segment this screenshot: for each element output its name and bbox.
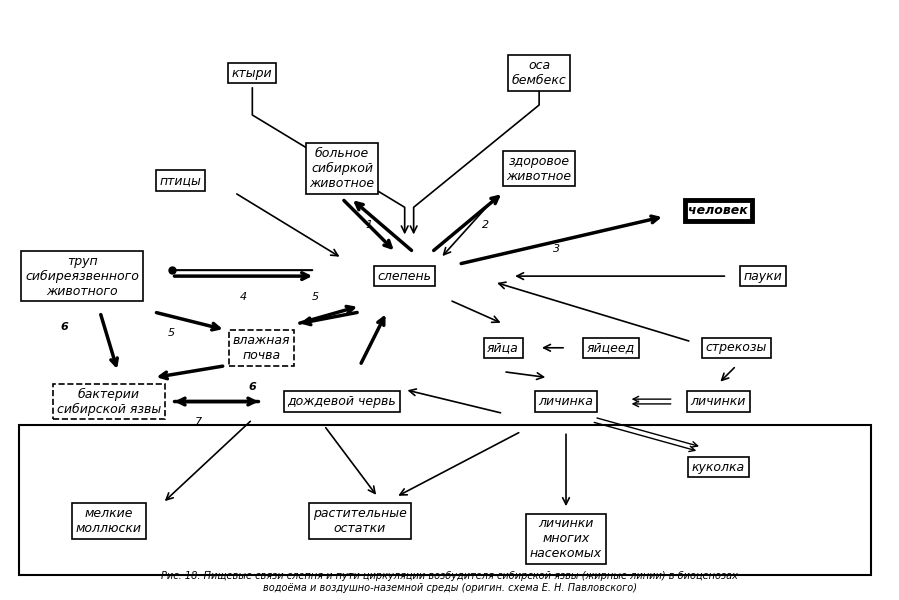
Text: оса
бембекс: оса бембекс — [512, 59, 566, 87]
Text: здоровое
животное: здоровое животное — [506, 155, 572, 182]
Text: 5: 5 — [168, 328, 175, 338]
Text: личинка: личинка — [539, 395, 593, 408]
Text: птицы: птицы — [160, 174, 201, 187]
Text: личинки: личинки — [690, 395, 746, 408]
Text: слепень: слепень — [378, 269, 432, 283]
Text: 2: 2 — [482, 220, 489, 230]
Text: куколка: куколка — [692, 461, 745, 474]
Text: дождевой червь: дождевой червь — [288, 395, 396, 408]
Text: яйца: яйца — [487, 341, 519, 354]
Text: мелкие
моллюски: мелкие моллюски — [76, 507, 142, 535]
Text: 5: 5 — [312, 292, 318, 302]
FancyBboxPatch shape — [19, 425, 871, 575]
Text: труп
сибиреязвенного
животного: труп сибиреязвенного животного — [25, 254, 139, 298]
Text: яйцеед: яйцеед — [587, 341, 635, 354]
Text: стрекозы: стрекозы — [706, 341, 767, 354]
Text: 3: 3 — [554, 244, 561, 254]
Text: 4: 4 — [240, 292, 247, 302]
Text: личинки
многих
насекомых: личинки многих насекомых — [530, 517, 602, 560]
Text: ктыри: ктыри — [232, 67, 272, 80]
Text: влажная
почва: влажная почва — [233, 334, 290, 362]
Text: пауки: пауки — [743, 269, 782, 283]
Text: растительные
остатки: растительные остатки — [313, 507, 407, 535]
Text: бактерии
сибирской язвы: бактерии сибирской язвы — [57, 388, 161, 416]
Text: Рис. 18. Пищевые связи слепня и пути циркуляции возбудителя сибирской язвы (жирн: Рис. 18. Пищевые связи слепня и пути цир… — [161, 571, 738, 593]
Text: человек: человек — [689, 204, 748, 217]
Text: 6: 6 — [60, 322, 68, 332]
Text: больное
сибиркой
животное: больное сибиркой животное — [309, 147, 375, 190]
Text: 7: 7 — [195, 418, 202, 427]
Text: 1: 1 — [365, 220, 372, 230]
Text: 6: 6 — [248, 382, 256, 392]
